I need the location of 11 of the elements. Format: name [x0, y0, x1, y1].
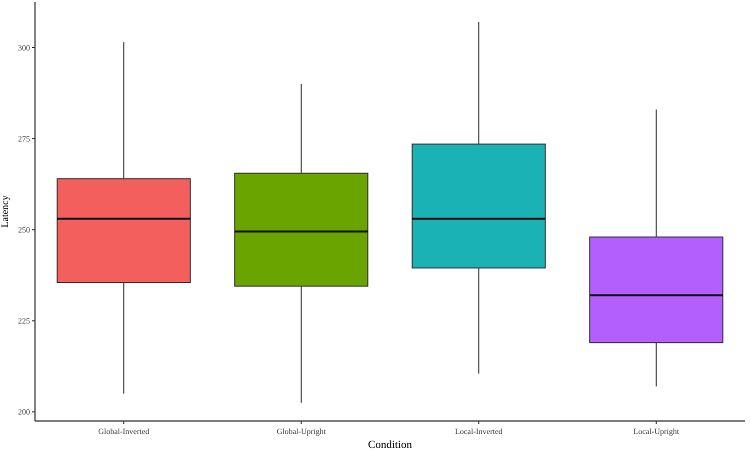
y-tick-label: 200: [18, 408, 30, 417]
x-tick-label: Global-Upright: [276, 427, 327, 436]
y-axis-title: Latency: [0, 195, 11, 228]
y-tick-label: 250: [18, 226, 30, 235]
y-tick-label: 275: [18, 134, 30, 144]
x-tick-label: Global-Inverted: [98, 427, 150, 436]
x-axis-title: Condition: [368, 439, 412, 451]
y-tick-label: 300: [18, 43, 30, 52]
x-tick-label: Local-Upright: [633, 427, 680, 436]
x-tick-label: Local-Inverted: [454, 427, 503, 436]
y-tick-label: 225: [18, 316, 30, 326]
